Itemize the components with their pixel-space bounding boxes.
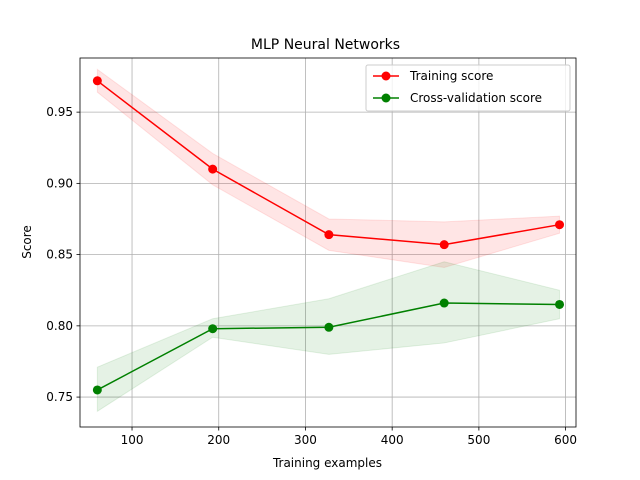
confidence-band-0 [96, 68, 561, 268]
data-point-1 [555, 299, 565, 309]
data-point-0 [324, 230, 334, 240]
y-tick-label: 0.85 [46, 248, 73, 262]
legend: Training score Cross-validation score [365, 64, 571, 112]
y-axis-label: Score [20, 225, 34, 259]
y-tick-label: 0.80 [46, 319, 73, 333]
axes-border [79, 57, 577, 428]
plot-area [80, 58, 576, 427]
axes-frame [79, 57, 577, 428]
data-point-0 [555, 220, 565, 230]
data-point-0 [439, 240, 449, 250]
legend-entry-cross-validation: Cross-validation score [373, 91, 542, 105]
x-tick-label: 100 [121, 433, 144, 447]
y-tick-label: 0.90 [46, 176, 73, 190]
data-point-1 [324, 322, 334, 332]
legend-label-training: Training score [409, 69, 493, 83]
x-axis-ticks: 100 200 300 400 500 600 [121, 427, 577, 447]
legend-marker-training [381, 71, 391, 81]
legend-label-cross-validation: Cross-validation score [410, 91, 542, 105]
data-point-1 [208, 324, 218, 334]
x-tick-label: 200 [207, 433, 230, 447]
legend-marker-cross-validation [381, 93, 391, 103]
x-tick-label: 400 [381, 433, 404, 447]
grid-lines [80, 58, 576, 427]
series-lines [92, 76, 565, 395]
data-point-0 [92, 76, 102, 86]
plot-background [80, 58, 576, 427]
data-point-0 [208, 164, 218, 174]
x-tick-label: 300 [294, 433, 317, 447]
x-tick-label: 500 [467, 433, 490, 447]
data-point-1 [439, 298, 449, 308]
legend-box [365, 64, 571, 112]
data-point-1 [92, 385, 102, 395]
y-tick-label: 0.95 [46, 105, 73, 119]
x-tick-label: 600 [554, 433, 577, 447]
x-axis-label: Training examples [272, 456, 382, 470]
chart-title: MLP Neural Networks [251, 37, 400, 53]
y-axis-ticks: 0.75 0.80 0.85 0.90 0.95 [46, 105, 80, 404]
y-tick-label: 0.75 [46, 390, 73, 404]
legend-entry-training: Training score [373, 69, 493, 83]
